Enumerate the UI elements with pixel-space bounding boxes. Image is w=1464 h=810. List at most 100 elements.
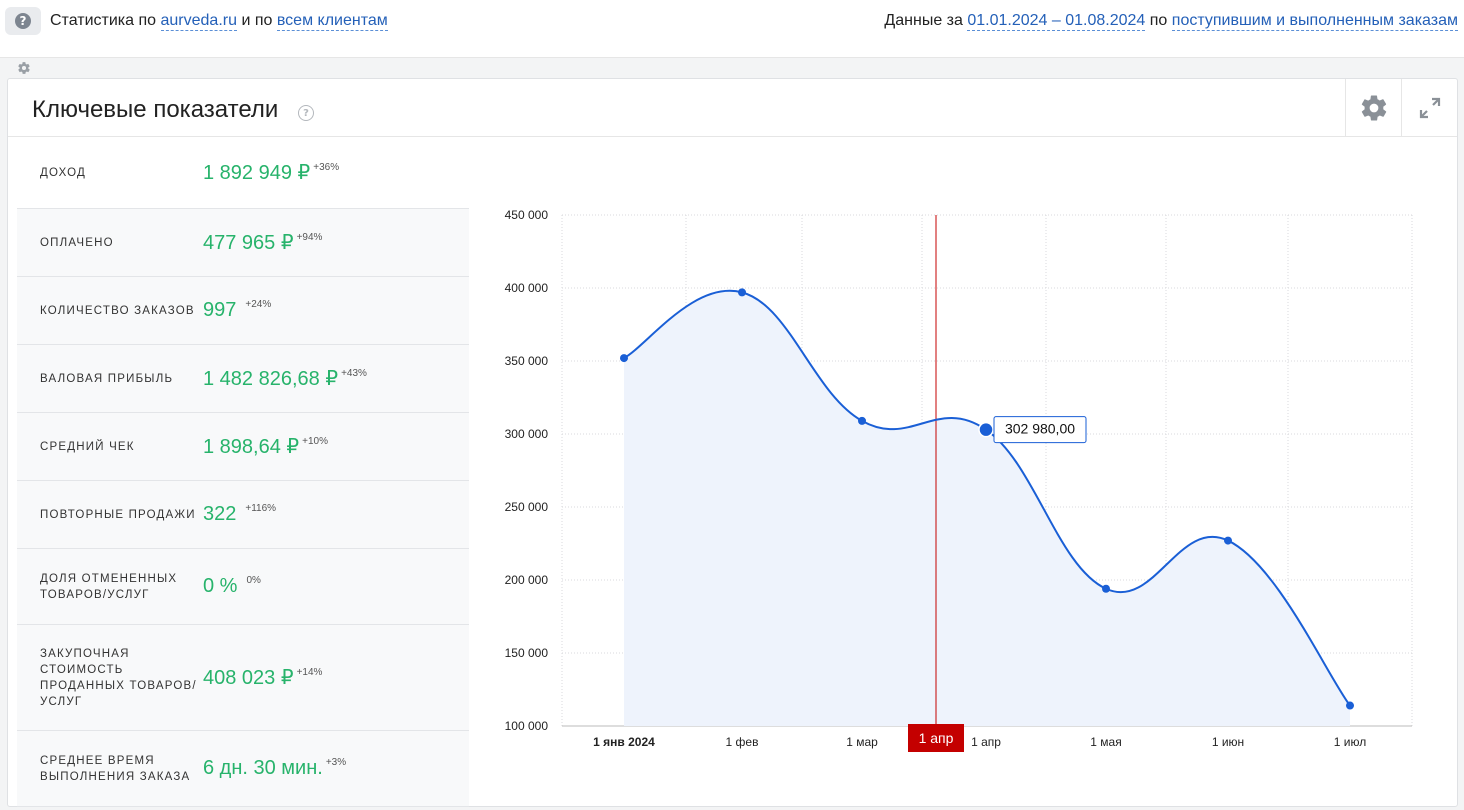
y-tick-label: 400 000	[505, 281, 549, 295]
metric-row: Среднее время выполнения заказа 6 дн. 30…	[17, 731, 469, 807]
card-expand-button[interactable]	[1401, 79, 1457, 137]
metric-row: Валовая прибыль 1 482 826,68 ₽ +43%	[17, 345, 469, 413]
metric-value: 1 898,64 ₽ +10%	[203, 434, 328, 459]
expand-icon	[1419, 97, 1440, 119]
chart-point[interactable]	[620, 354, 628, 363]
top-bar: ? Статистика по aurveda.ru и по всем кли…	[0, 0, 1464, 58]
chart-tooltip: 302 980,00	[993, 416, 1087, 444]
metric-value: 477 965 ₽ +94%	[203, 230, 322, 255]
metric-delta: +43%	[341, 368, 367, 379]
metric-delta: +116%	[245, 503, 277, 514]
chart-y-axis: 450 000 400 000 350 000 300 000 250 000 200 0…	[505, 208, 549, 733]
chart-crosshair-label: 1 апр	[908, 724, 964, 752]
tooltip-value: 302 980,00	[1005, 421, 1075, 437]
metric-label: Повторные продажи	[40, 508, 196, 521]
metric-delta: +94%	[296, 232, 323, 243]
y-tick-label: 200 000	[505, 573, 549, 587]
metric-value: 322 +116%	[203, 503, 276, 526]
clients-link[interactable]: всем клиентам	[276, 12, 388, 31]
card-title: Ключевые показатели	[32, 96, 279, 123]
metric-row: Доля отмененных товаров/услуг 0 % 0%	[17, 549, 469, 625]
metric-label: Доля отмененных товаров/услуг	[40, 572, 178, 601]
metric-value-text: 408 023 ₽	[203, 667, 294, 689]
metric-value: 1 892 949 ₽ +36%	[203, 160, 339, 185]
gear-icon	[1361, 95, 1386, 121]
metric-value: 997 +24%	[203, 299, 271, 322]
metric-delta: +24%	[245, 299, 272, 310]
metric-label: Оплачено	[40, 236, 114, 249]
y-tick-label: 100 000	[505, 719, 549, 733]
metric-value: 6 дн. 30 мин. +3%	[203, 757, 346, 780]
metric-row: Средний чек 1 898,64 ₽ +10%	[17, 413, 469, 481]
crosshair-label-text: 1 апр	[919, 730, 954, 746]
metric-row: Доход 1 892 949 ₽ +36%	[17, 137, 469, 209]
metric-delta: +3%	[325, 757, 347, 768]
metric-value-text: 1 892 949 ₽	[203, 162, 311, 184]
metric-label: Количество заказов	[40, 304, 195, 317]
site-link[interactable]: aurveda.ru	[160, 12, 237, 31]
card-header: Ключевые показатели ?	[8, 79, 1457, 137]
chart-point[interactable]	[1102, 584, 1110, 593]
metric-delta: 0%	[246, 575, 261, 586]
metric-value-text: 6 дн. 30 мин.	[203, 757, 323, 779]
metric-value-text: 477 965 ₽	[203, 232, 294, 254]
by-text: по	[1149, 12, 1168, 29]
orders-type-link[interactable]: поступившим и выполненным заказам	[1171, 12, 1458, 31]
data-scope: Данные за 01.01.2024 – 01.08.2024 по пос…	[884, 12, 1458, 31]
x-tick-label: 1 июн	[1212, 735, 1244, 749]
chart-x-axis: 1 янв 2024 1 фев 1 мар 1 апр 1 мая 1 июн 1 июл	[593, 735, 1366, 749]
revenue-line-chart[interactable]: 450 000 400 000 350 000 300 000 250 000 200 0…	[490, 200, 1430, 770]
widget-settings-gear-icon[interactable]	[14, 59, 34, 77]
metric-value: 408 023 ₽ +14%	[203, 665, 322, 690]
y-tick-label: 250 000	[505, 500, 549, 514]
x-tick-label: 1 мая	[1090, 735, 1121, 749]
y-tick-label: 350 000	[505, 354, 549, 368]
metric-label: Доход	[40, 166, 86, 179]
metric-label: Среднее время выполнения заказа	[40, 754, 191, 783]
x-tick-label: 1 июл	[1334, 735, 1366, 749]
metric-delta: +36%	[313, 162, 340, 173]
metric-value-text: 1 898,64 ₽	[203, 436, 300, 458]
x-tick-label: 1 мар	[846, 735, 878, 749]
chart-point[interactable]	[1224, 536, 1232, 545]
stats-prefix: Статистика по	[50, 12, 157, 29]
crosshair-label-box	[908, 724, 964, 752]
x-tick-label: 1 апр	[971, 735, 1001, 749]
metric-row: Закупочная стоимость проданных товаров/у…	[17, 625, 469, 731]
card-settings-button[interactable]	[1345, 79, 1401, 137]
metric-row: Повторные продажи 322 +116%	[17, 481, 469, 549]
metric-value-text: 997	[203, 299, 237, 321]
chart-area-fill	[624, 290, 1350, 726]
metric-value-text: 0 %	[203, 575, 238, 597]
y-tick-label: 300 000	[505, 427, 549, 441]
metric-row: Количество заказов 997 +24%	[17, 277, 469, 345]
chart-point[interactable]	[1346, 701, 1354, 710]
metric-label: Валовая прибыль	[40, 372, 174, 385]
x-tick-label: 1 янв 2024	[593, 735, 655, 749]
stats-scope: Статистика по aurveda.ru и по всем клиен…	[50, 12, 388, 31]
metrics-list: Доход 1 892 949 ₽ +36% Оплачено 477 965 ₽…	[17, 137, 469, 807]
chart-point[interactable]	[738, 288, 746, 297]
x-tick-label: 1 фев	[726, 735, 759, 749]
metric-row: Оплачено 477 965 ₽ +94%	[17, 209, 469, 277]
and-by-text: и по	[241, 12, 273, 29]
help-button[interactable]: ?	[5, 7, 41, 35]
metric-delta: +10%	[302, 436, 328, 447]
metric-value: 0 % 0%	[203, 575, 261, 598]
y-tick-label: 450 000	[505, 208, 549, 222]
question-icon: ?	[15, 13, 31, 29]
metric-value: 1 482 826,68 ₽ +43%	[203, 366, 367, 391]
date-range-link[interactable]: 01.01.2024 – 01.08.2024	[967, 12, 1146, 31]
metric-label: Закупочная стоимость проданных товаров/у…	[40, 647, 197, 708]
data-for-text: Данные за	[884, 12, 963, 29]
metric-value-text: 322	[203, 503, 237, 525]
chart-point[interactable]	[978, 421, 994, 438]
chart-points	[620, 288, 1354, 710]
metric-delta: +14%	[296, 667, 323, 678]
y-tick-label: 150 000	[505, 646, 549, 660]
metric-label: Средний чек	[40, 440, 135, 453]
question-icon[interactable]: ?	[298, 105, 314, 121]
chart-point[interactable]	[858, 416, 866, 425]
metric-value-text: 1 482 826,68 ₽	[203, 368, 339, 390]
tooltip-box	[993, 416, 1087, 444]
